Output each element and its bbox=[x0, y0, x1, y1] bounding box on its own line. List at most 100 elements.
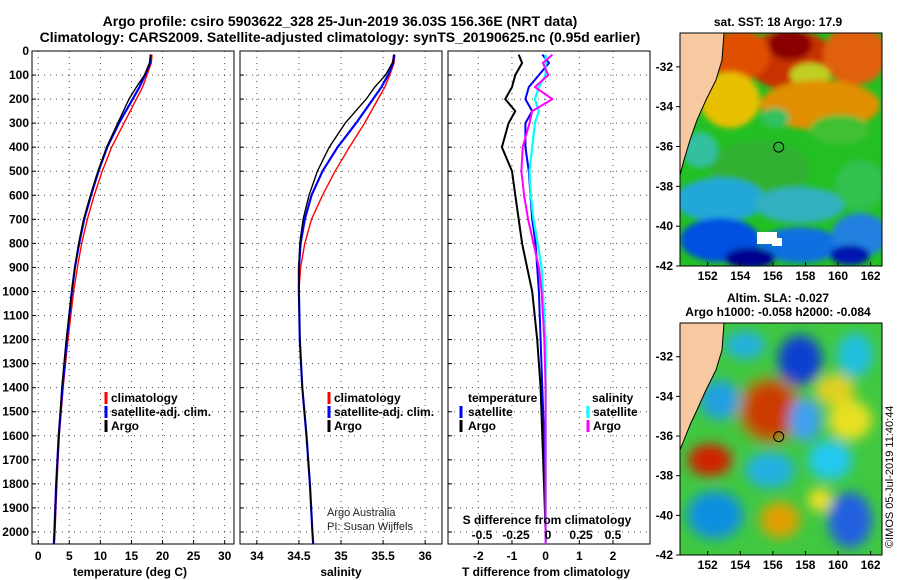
legend-s-satellite-label: satellite bbox=[593, 405, 638, 419]
map-y-tick-label: -34 bbox=[656, 100, 674, 114]
map-x-tick-label: 162 bbox=[861, 558, 881, 572]
x-tick-label: 25 bbox=[187, 549, 201, 563]
credit-line1: Argo Australia bbox=[327, 507, 396, 519]
depth-tick-label: 0 bbox=[22, 44, 29, 58]
series-line-argo bbox=[298, 54, 395, 544]
s-tick-label: -0.5 bbox=[472, 528, 493, 542]
x-tick-label: 2 bbox=[610, 549, 617, 563]
x-tick-label: 34 bbox=[250, 549, 264, 563]
legend-climatology-label: climatology bbox=[111, 391, 178, 405]
temperature-legend: climatology satellite-adj. clim. Argo bbox=[104, 391, 211, 433]
legend-t-argo-label: Argo bbox=[468, 419, 496, 433]
salinity-x-axis: 34 34.5 35 35.5 36 bbox=[250, 549, 432, 563]
depth-tick-label: 700 bbox=[9, 212, 29, 226]
difference-profiles bbox=[500, 53, 554, 544]
depth-tick-label: 100 bbox=[9, 68, 29, 82]
s-difference-axis-label: S difference from climatology bbox=[463, 513, 632, 527]
legend-argo-label: Argo bbox=[334, 419, 362, 433]
depth-tick-label: 900 bbox=[9, 260, 29, 274]
t-difference-x-label: T difference from climatology bbox=[462, 565, 630, 579]
depth-tick-label: 1000 bbox=[2, 284, 29, 298]
sst-map-frame bbox=[679, 32, 883, 267]
x-tick-label: 15 bbox=[125, 549, 139, 563]
legend-climatology-label: climatology bbox=[334, 391, 401, 405]
salinity-profiles bbox=[297, 54, 396, 544]
map-x-tick-label: 158 bbox=[795, 269, 815, 283]
imos-timestamp: ©IMOS 05-Jul-2019 11:40:44 bbox=[884, 406, 896, 548]
map-x-tick-label: 154 bbox=[730, 558, 750, 572]
map-x-tick-label: 156 bbox=[763, 558, 783, 572]
difference-frame bbox=[447, 50, 651, 545]
sla-eddies bbox=[687, 331, 873, 548]
map-y-tick-label: -38 bbox=[656, 469, 674, 483]
sst-map-axes: 152 154 156 158 160 162 -32 -34 -36 -38 -40 -42 bbox=[656, 60, 881, 283]
sst-map: sat. SST: 18 Argo: 17.9 bbox=[656, 15, 883, 283]
depth-tick-label: 1400 bbox=[2, 381, 29, 395]
temperature-grid bbox=[32, 50, 234, 544]
map-x-tick-label: 162 bbox=[861, 269, 881, 283]
x-tick-label: 20 bbox=[156, 549, 170, 563]
difference-t-axis: -2 -1 0 1 2 bbox=[473, 549, 617, 563]
sst-missing-data bbox=[772, 238, 782, 246]
depth-tick-label: 1600 bbox=[2, 429, 29, 443]
x-tick-label: 30 bbox=[218, 549, 232, 563]
x-tick-label: 0 bbox=[542, 549, 549, 563]
temperature-x-label: temperature (deg C) bbox=[73, 565, 187, 579]
temperature-depth-axis: 0 100 200 300 400 500 600 700 800 900 1000 1100 1200… bbox=[2, 44, 29, 539]
s-tick-label: 0.5 bbox=[605, 528, 622, 542]
sla-coastline bbox=[680, 323, 725, 451]
map-y-tick-label: -42 bbox=[656, 259, 674, 273]
difference-grid bbox=[448, 50, 650, 544]
depth-tick-label: 1300 bbox=[2, 357, 29, 371]
map-x-tick-label: 160 bbox=[828, 558, 848, 572]
salinity-legend: climatology satellite-adj. clim. Argo bbox=[327, 391, 434, 433]
s-tick-label: 0.25 bbox=[569, 528, 593, 542]
salinity-x-label: salinity bbox=[320, 565, 362, 579]
x-tick-label: 5 bbox=[66, 549, 73, 563]
map-y-tick-label: -34 bbox=[656, 389, 674, 403]
figure-title-line2: Climatology: CARS2009. Satellite-adjuste… bbox=[40, 29, 641, 45]
temperature-frame bbox=[31, 50, 235, 545]
depth-tick-label: 600 bbox=[9, 188, 29, 202]
map-x-tick-label: 152 bbox=[698, 269, 718, 283]
x-tick-label: 1 bbox=[576, 549, 583, 563]
x-tick-label: 35.5 bbox=[371, 549, 395, 563]
series-line-s-argo bbox=[520, 53, 554, 544]
legend-temperature-title: temperature bbox=[468, 391, 538, 405]
sst-profile-location bbox=[773, 141, 785, 153]
depth-tick-label: 800 bbox=[9, 236, 29, 250]
sst-blobs bbox=[680, 33, 882, 266]
sst-field bbox=[680, 33, 882, 266]
sla-field bbox=[680, 323, 882, 555]
sst-coastline bbox=[680, 33, 725, 176]
s-tick-label: 0 bbox=[545, 528, 552, 542]
legend-argo-label: Argo bbox=[111, 419, 139, 433]
series-line-argo bbox=[53, 54, 152, 544]
legend-satellite-label: satellite-adj. clim. bbox=[111, 405, 211, 419]
sla-map-axes: 152 154 156 158 160 162 -32 -34 -36 -38 -40 -42 bbox=[656, 350, 881, 572]
legend-t-satellite-label: satellite bbox=[468, 405, 513, 419]
salinity-panel: 34 34.5 35 35.5 36 salinity climatology sate… bbox=[239, 50, 443, 579]
legend-salinity-title: salinity bbox=[592, 391, 634, 405]
map-y-tick-label: -40 bbox=[656, 508, 674, 522]
difference-legend: temperature satellite Argo salinity sate… bbox=[459, 391, 638, 433]
map-y-tick-label: -36 bbox=[656, 140, 674, 154]
s-tick-label: -0.25 bbox=[502, 528, 530, 542]
map-y-tick-label: -42 bbox=[656, 548, 674, 562]
map-y-tick-label: -32 bbox=[656, 60, 674, 74]
depth-tick-label: 1100 bbox=[3, 309, 29, 323]
map-x-tick-label: 154 bbox=[730, 269, 750, 283]
sla-profile-location bbox=[773, 431, 785, 443]
x-tick-label: -1 bbox=[507, 549, 518, 563]
map-y-tick-label: -32 bbox=[656, 350, 674, 364]
sst-map-title: sat. SST: 18 Argo: 17.9 bbox=[714, 15, 843, 29]
sla-map: Altim. SLA: -0.027 Argo h1000: -0.058 h2… bbox=[656, 291, 883, 572]
map-x-tick-label: 158 bbox=[795, 558, 815, 572]
difference-panel: -2 -1 0 1 2 T difference from climatology S … bbox=[447, 50, 651, 579]
x-tick-label: 10 bbox=[94, 549, 108, 563]
depth-tick-label: 500 bbox=[9, 164, 29, 178]
s-difference-ticks: -0.5 -0.25 0 0.25 0.5 bbox=[472, 528, 622, 542]
depth-tick-label: 400 bbox=[9, 140, 29, 154]
x-tick-label: 35 bbox=[334, 549, 348, 563]
map-y-tick-label: -36 bbox=[656, 429, 674, 443]
